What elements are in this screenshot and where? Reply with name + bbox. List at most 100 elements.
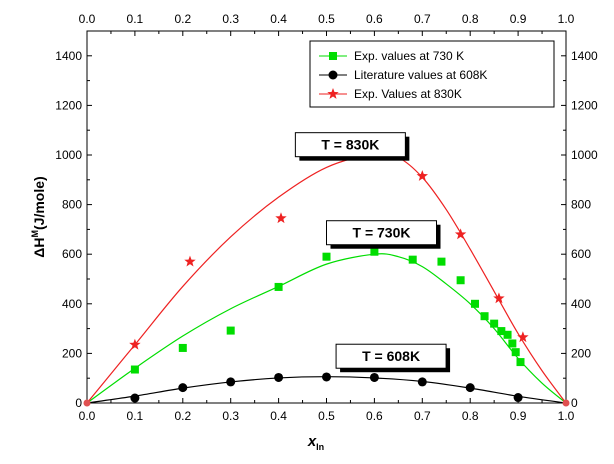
legend-label-830: Exp. Values at 830K: [354, 87, 462, 101]
point-730k: [178, 343, 187, 352]
point-830k: [129, 338, 141, 350]
y-tick-label-right: 1200: [571, 98, 598, 112]
point-730k: [497, 327, 506, 336]
y-axis-right-ticks: 0 200 400 600 800 1000 1200 1400: [561, 49, 598, 410]
legend: Exp. values at 730 K Literature values a…: [309, 40, 555, 108]
point-730k: [322, 252, 331, 261]
y-axis-title-unit: (J/mole): [31, 176, 47, 230]
y-axis-title: ΔHM(J/mole): [30, 176, 47, 257]
curve-label-box-730k: [326, 220, 437, 246]
x-tick-label-bottom: 0.0: [79, 409, 96, 423]
point-730k: [490, 319, 499, 328]
y-tick-label-right: 1000: [571, 148, 598, 162]
point-830k: [416, 170, 429, 181]
legend-label-730: Exp. values at 730 K: [354, 49, 464, 63]
point-730k: [508, 339, 517, 348]
point-730k: [226, 326, 235, 335]
point-730k: [408, 255, 417, 264]
point-608k: [130, 393, 140, 403]
curve-label-box-608k: [335, 343, 447, 369]
y-tick-label-right: 1400: [571, 49, 598, 63]
y-axis-title-superscript: M: [30, 230, 40, 238]
point-830k: [454, 228, 467, 240]
curve-labels: T = 830K T = 730K T = 608K: [294, 132, 451, 373]
endpoint-marker: [83, 399, 91, 407]
x-tick-label-bottom: 0.1: [127, 409, 144, 423]
svg-text:ΔHM(J/mole): ΔHM(J/mole): [30, 176, 47, 257]
x-tick-label-top: 0.4: [270, 12, 287, 26]
y-tick-label-left: 400: [62, 297, 82, 311]
point-830k: [184, 255, 196, 267]
x-tick-label-bottom: 0.4: [270, 409, 287, 423]
x-tick-label-top: 0.7: [414, 12, 431, 26]
x-axis-title-symbol: x: [307, 433, 317, 450]
x-tick-label-bottom: 0.3: [222, 409, 239, 423]
x-tick-label-top: 0.1: [127, 12, 144, 26]
point-608k: [322, 372, 331, 382]
point-730k: [437, 257, 446, 266]
y-tick-label-left: 800: [62, 198, 82, 212]
point-830k: [275, 212, 287, 224]
x-axis-title-subscript: In: [316, 442, 324, 452]
point-830k: [517, 331, 529, 343]
point-830k: [493, 292, 505, 304]
point-608k: [513, 393, 523, 403]
point-608k: [465, 383, 475, 393]
x-tick-label-top: 0.8: [462, 12, 479, 26]
x-tick-label-bottom: 0.9: [510, 409, 527, 423]
x-axis-title: xIn: [307, 433, 324, 452]
curve-label-830k: T = 830K: [321, 137, 379, 153]
point-608k: [178, 383, 188, 393]
legend-box: [309, 40, 555, 108]
x-tick-label-bottom: 0.6: [366, 409, 383, 423]
x-tick-label-bottom: 0.2: [174, 409, 191, 423]
x-tick-label-top: 1.0: [558, 12, 575, 26]
y-tick-label-left: 200: [62, 346, 82, 360]
x-tick-label-top: 0.3: [222, 12, 239, 26]
point-730k: [511, 348, 520, 357]
legend-marker-608: [328, 70, 338, 80]
x-tick-label-top: 0.9: [510, 12, 527, 26]
point-730k: [130, 365, 139, 374]
x-tick-label-top: 0.6: [366, 12, 383, 26]
endpoint-marker: [562, 399, 570, 407]
y-tick-label-right: 200: [571, 346, 591, 360]
data-points: [83, 147, 570, 407]
x-axis-top-ticks: 0.0 0.1 0.2 0.3 0.4 0.5 0.6 0.7 0.8 0.9 1.0: [79, 12, 575, 36]
x-tick-label-top: 0.2: [174, 12, 191, 26]
x-tick-label-top: 0.5: [318, 12, 335, 26]
legend-label-608: Literature values at 608K: [354, 68, 487, 82]
curve-label-box-830k: [294, 132, 406, 158]
point-730k: [370, 247, 379, 256]
y-tick-label-left: 1000: [55, 148, 82, 162]
x-tick-label-bottom: 0.7: [414, 409, 431, 423]
point-608k: [226, 377, 236, 387]
x-tick-label-bottom: 1.0: [558, 409, 575, 423]
curve-label-608k: T = 608K: [362, 348, 420, 364]
y-tick-label-left: 600: [62, 247, 82, 261]
curve-label-730k: T = 730K: [353, 225, 411, 241]
x-tick-label-bottom: 0.8: [462, 409, 479, 423]
y-axis-left-ticks: 0 200 400 600 800 1000 1200 1400: [55, 49, 92, 410]
point-608k: [417, 377, 427, 387]
y-tick-label-right: 400: [571, 297, 591, 311]
point-730k: [470, 299, 479, 308]
x-tick-label-bottom: 0.5: [318, 409, 335, 423]
x-tick-label-top: 0.0: [79, 12, 96, 26]
legend-marker-830: [327, 88, 339, 99]
y-tick-label-left: 0: [75, 396, 82, 410]
y-tick-label-left: 1400: [55, 49, 82, 63]
point-730k: [274, 282, 283, 291]
legend-marker-730: [329, 52, 337, 60]
svg-text:xIn: xIn: [307, 433, 324, 452]
x-axis-bottom-ticks: 0.0 0.1 0.2 0.3 0.4 0.5 0.6 0.7 0.8 0.9 1.0: [79, 398, 575, 423]
y-tick-label-left: 1200: [55, 98, 82, 112]
y-tick-label-right: 0: [571, 396, 578, 410]
point-730k: [516, 358, 525, 367]
y-tick-label-right: 800: [571, 198, 591, 212]
y-axis-title-symbol: ΔH: [31, 238, 47, 258]
point-730k: [503, 330, 512, 339]
fit-line-730k: [86, 253, 567, 404]
point-608k: [369, 372, 379, 382]
